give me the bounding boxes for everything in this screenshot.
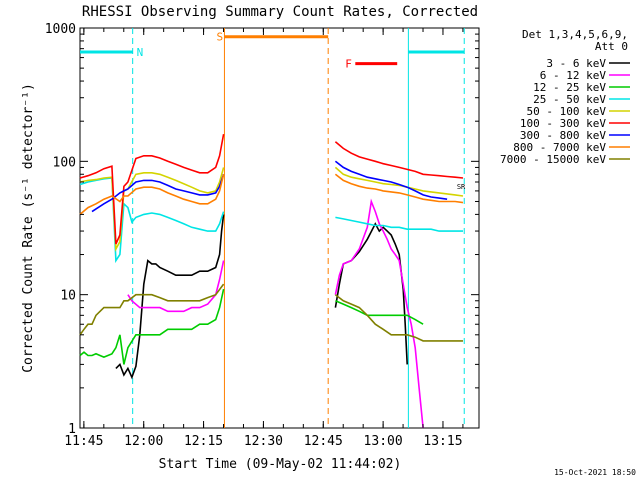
legend-label: 7000 - 15000 keV	[500, 153, 606, 166]
series-line	[79, 288, 424, 365]
footer-timestamp: 15-Oct-2021 18:50	[554, 468, 636, 477]
x-tick-label: 12:45	[304, 434, 343, 449]
series-lines: SR	[79, 133, 466, 429]
legend-label: 800 - 7000 keV	[513, 141, 606, 154]
legend-header: Det 1,3,4,5,6,9,	[522, 28, 628, 41]
series-line	[79, 133, 464, 245]
legend-label: 300 - 800 keV	[520, 129, 606, 142]
x-tick-label: 13:00	[364, 434, 403, 449]
plot-border	[79, 27, 480, 429]
legend-label: 25 - 50 keV	[533, 93, 606, 106]
y-tick-label: 1000	[45, 22, 76, 37]
x-tick-label: 12:30	[244, 434, 283, 449]
legend-label: 100 - 300 keV	[520, 117, 606, 130]
interval-label: N	[137, 46, 144, 59]
y-tick-label: 1	[68, 422, 76, 437]
annotations: N S F	[80, 28, 465, 428]
series-line	[127, 198, 424, 429]
legend-label: 12 - 25 keV	[533, 81, 606, 94]
x-axis-label: Start Time (09-May-02 11:44:02)	[159, 457, 402, 472]
plot-frame	[79, 27, 480, 429]
x-tick-label: 11:45	[64, 434, 103, 449]
series-line	[79, 173, 464, 216]
series-line	[91, 160, 448, 213]
series-line	[79, 166, 464, 252]
legend-header: Att 0	[595, 40, 628, 53]
legend-label: 6 - 12 keV	[540, 69, 607, 82]
interval-label: S	[216, 31, 223, 44]
legend-label: 50 - 100 keV	[527, 105, 607, 118]
chart-title: RHESSI Observing Summary Count Rates, Co…	[82, 4, 478, 20]
y-axis-label: Corrected Count Rate (s⁻¹ detector⁻¹)	[21, 83, 36, 373]
x-tick-label: 12:15	[184, 434, 223, 449]
y-tick-label: 10	[60, 289, 76, 304]
x-tick-label: 12:00	[124, 434, 163, 449]
y-tick-label: 100	[53, 155, 76, 170]
interval-label: F	[345, 58, 352, 71]
series-line	[79, 177, 463, 264]
series-line	[79, 283, 463, 342]
legend-label: 3 - 6 keV	[546, 57, 606, 70]
axis-ticks: 11:45 12:00 12:15 12:30 12:45 13:00 13:15 1 10 10…	[45, 22, 479, 449]
x-tick-label: 13:15	[423, 434, 462, 449]
marker-label: SR	[457, 183, 466, 191]
